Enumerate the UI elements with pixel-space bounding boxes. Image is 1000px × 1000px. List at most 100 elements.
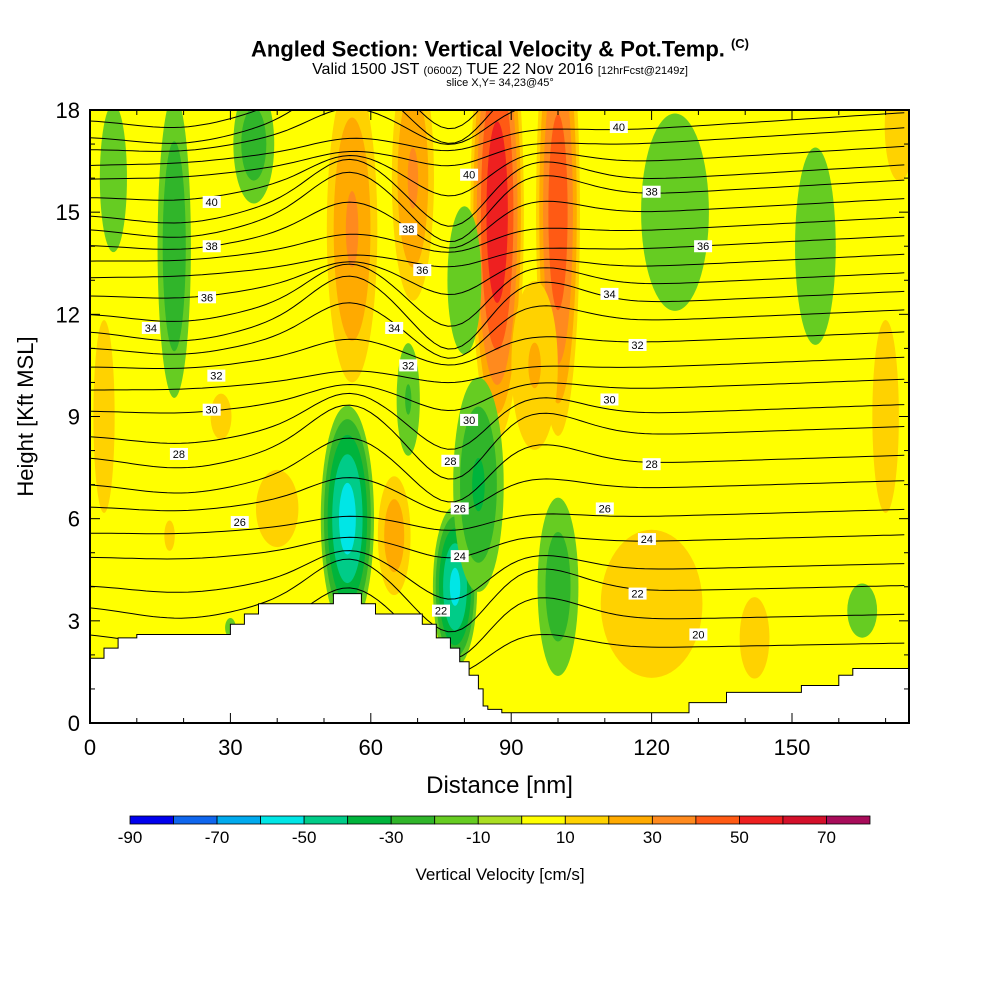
colorbar-segment [695,815,740,825]
updraft-cell-7 [600,529,703,678]
velocity-contour-level [600,529,703,678]
contour-label: 34 [385,321,404,335]
x-tick-label: 60 [359,735,383,760]
y-tick-label: 15 [56,200,80,225]
velocity-contour-level [545,531,571,642]
isentrope-line [90,356,905,391]
isentrope-line [90,477,905,514]
colorbar: -90 -70 -50 -30 -10 10 30 50 70 Vertical Velocity… [118,815,871,884]
chart-subtitle: Valid 1500 JST (0600Z) TUE 22 Nov 2016 [… [0,61,1000,79]
colorbar-segment [782,815,827,825]
contour-label-text: 40 [206,197,218,209]
updraft-cell-8 [739,597,770,679]
contour-labels: 40 40 40 38 38 38 36 36 36 34 34 34 32 32 32 30 30 30 28 28… [141,121,713,641]
valid-date: TUE 22 Nov 2016 [466,61,594,78]
contour-label-text: 28 [444,456,456,468]
contour-label-bg [202,240,221,253]
x-tick-label: 30 [218,735,242,760]
contour-label: 40 [460,168,479,182]
downdraft-cell-5 [157,110,191,398]
velocity-contour-level [447,206,482,355]
contour-label-text: 26 [234,517,246,529]
updraft-cell-12 [872,319,899,514]
x-tick-label: 0 [84,735,96,760]
contour-label-text: 26 [599,503,611,515]
y-tick-label: 0 [68,711,80,736]
x-tick-label: 90 [499,735,523,760]
velocity-contour-level [449,567,461,606]
contour-label: 28 [169,447,188,461]
contour-label-text: 34 [603,289,615,301]
isentropes [90,110,905,675]
contour-label-bg [169,447,188,460]
isentrope-line [90,110,480,130]
velocity-contour-level [548,114,568,311]
x-axis-label: Distance [nm] [426,772,573,799]
contour-label-bg [460,168,479,181]
updraft-cell-9 [164,520,175,551]
colorbar-segment [434,815,479,825]
updraft-cell-6 [377,476,411,596]
contour-label-text: 24 [641,534,653,546]
contour-label-bg [628,587,647,600]
colorbar-segment [521,815,566,825]
colorbar-segment [739,815,784,825]
isentrope-line [90,171,905,243]
contour-label-bg [460,413,479,426]
velocity-contour-level [528,342,541,389]
contour-label-text: 26 [454,503,466,515]
contour-label: 34 [141,321,160,335]
y-tick-label: 9 [68,405,80,430]
slice-info: slice X,Y= 34,23@45° [446,77,554,89]
isentrope-line [90,235,905,279]
velocity-contour-level [472,457,485,512]
contour-label-bg [642,458,661,471]
contour-label-text: 20 [692,629,704,641]
updraft-cell-5 [511,280,558,450]
terrain [89,593,910,724]
isentrope-line [90,508,905,535]
y-tick-label: 12 [56,302,80,327]
isentrope-line [90,145,905,201]
colorbar-segment [173,815,218,825]
contour-label: 32 [399,359,418,372]
chart-title-text: Angled Section: Vertical Velocity & Pot.… [251,36,725,62]
isentrope-line [90,404,905,480]
velocity-contour-level [872,319,899,514]
y-tick-label: 18 [56,98,80,123]
contour-label-text: 36 [201,292,213,304]
isentrope-line [90,127,905,180]
velocity-contour-level [164,520,175,551]
velocity-contour-level [795,147,836,345]
contour-label-bg [413,264,432,277]
colorbar-label: Vertical Velocity [cm/s] [415,865,584,884]
colorbar-segment [390,815,436,825]
contour-label: 30 [460,413,479,427]
velocity-contour-level [241,110,267,181]
colorbar-tick-label: -90 [118,828,143,847]
contour-label-bg [694,240,713,253]
velocity-contour-level [255,469,299,548]
colorbar-segment [608,815,653,825]
downdraft-cell-8 [641,113,709,311]
contour-label: 38 [202,240,221,253]
contour-label: 36 [198,291,216,304]
velocity-contour-level [739,597,770,679]
contour-label-bg [230,516,249,529]
contour-label: 32 [207,369,226,383]
velocity-contour-level [641,113,709,311]
contour-label-bg [600,393,619,406]
x-tick-label: 120 [633,735,670,760]
downdraft-cell-4 [537,497,579,676]
contour-label-bg [141,321,160,334]
isentrope-line [90,110,666,152]
contour-label-bg [637,533,656,546]
colorbar-segment [477,815,523,825]
valid-time: Valid 1500 JST [312,61,420,78]
contour-label: 38 [399,223,418,236]
colorbar-tick-label: -30 [379,828,404,847]
isentrope-line [90,558,905,633]
contour-label-bg [628,338,647,351]
contour-label-text: 22 [435,606,447,618]
contour-label-bg [689,628,708,641]
